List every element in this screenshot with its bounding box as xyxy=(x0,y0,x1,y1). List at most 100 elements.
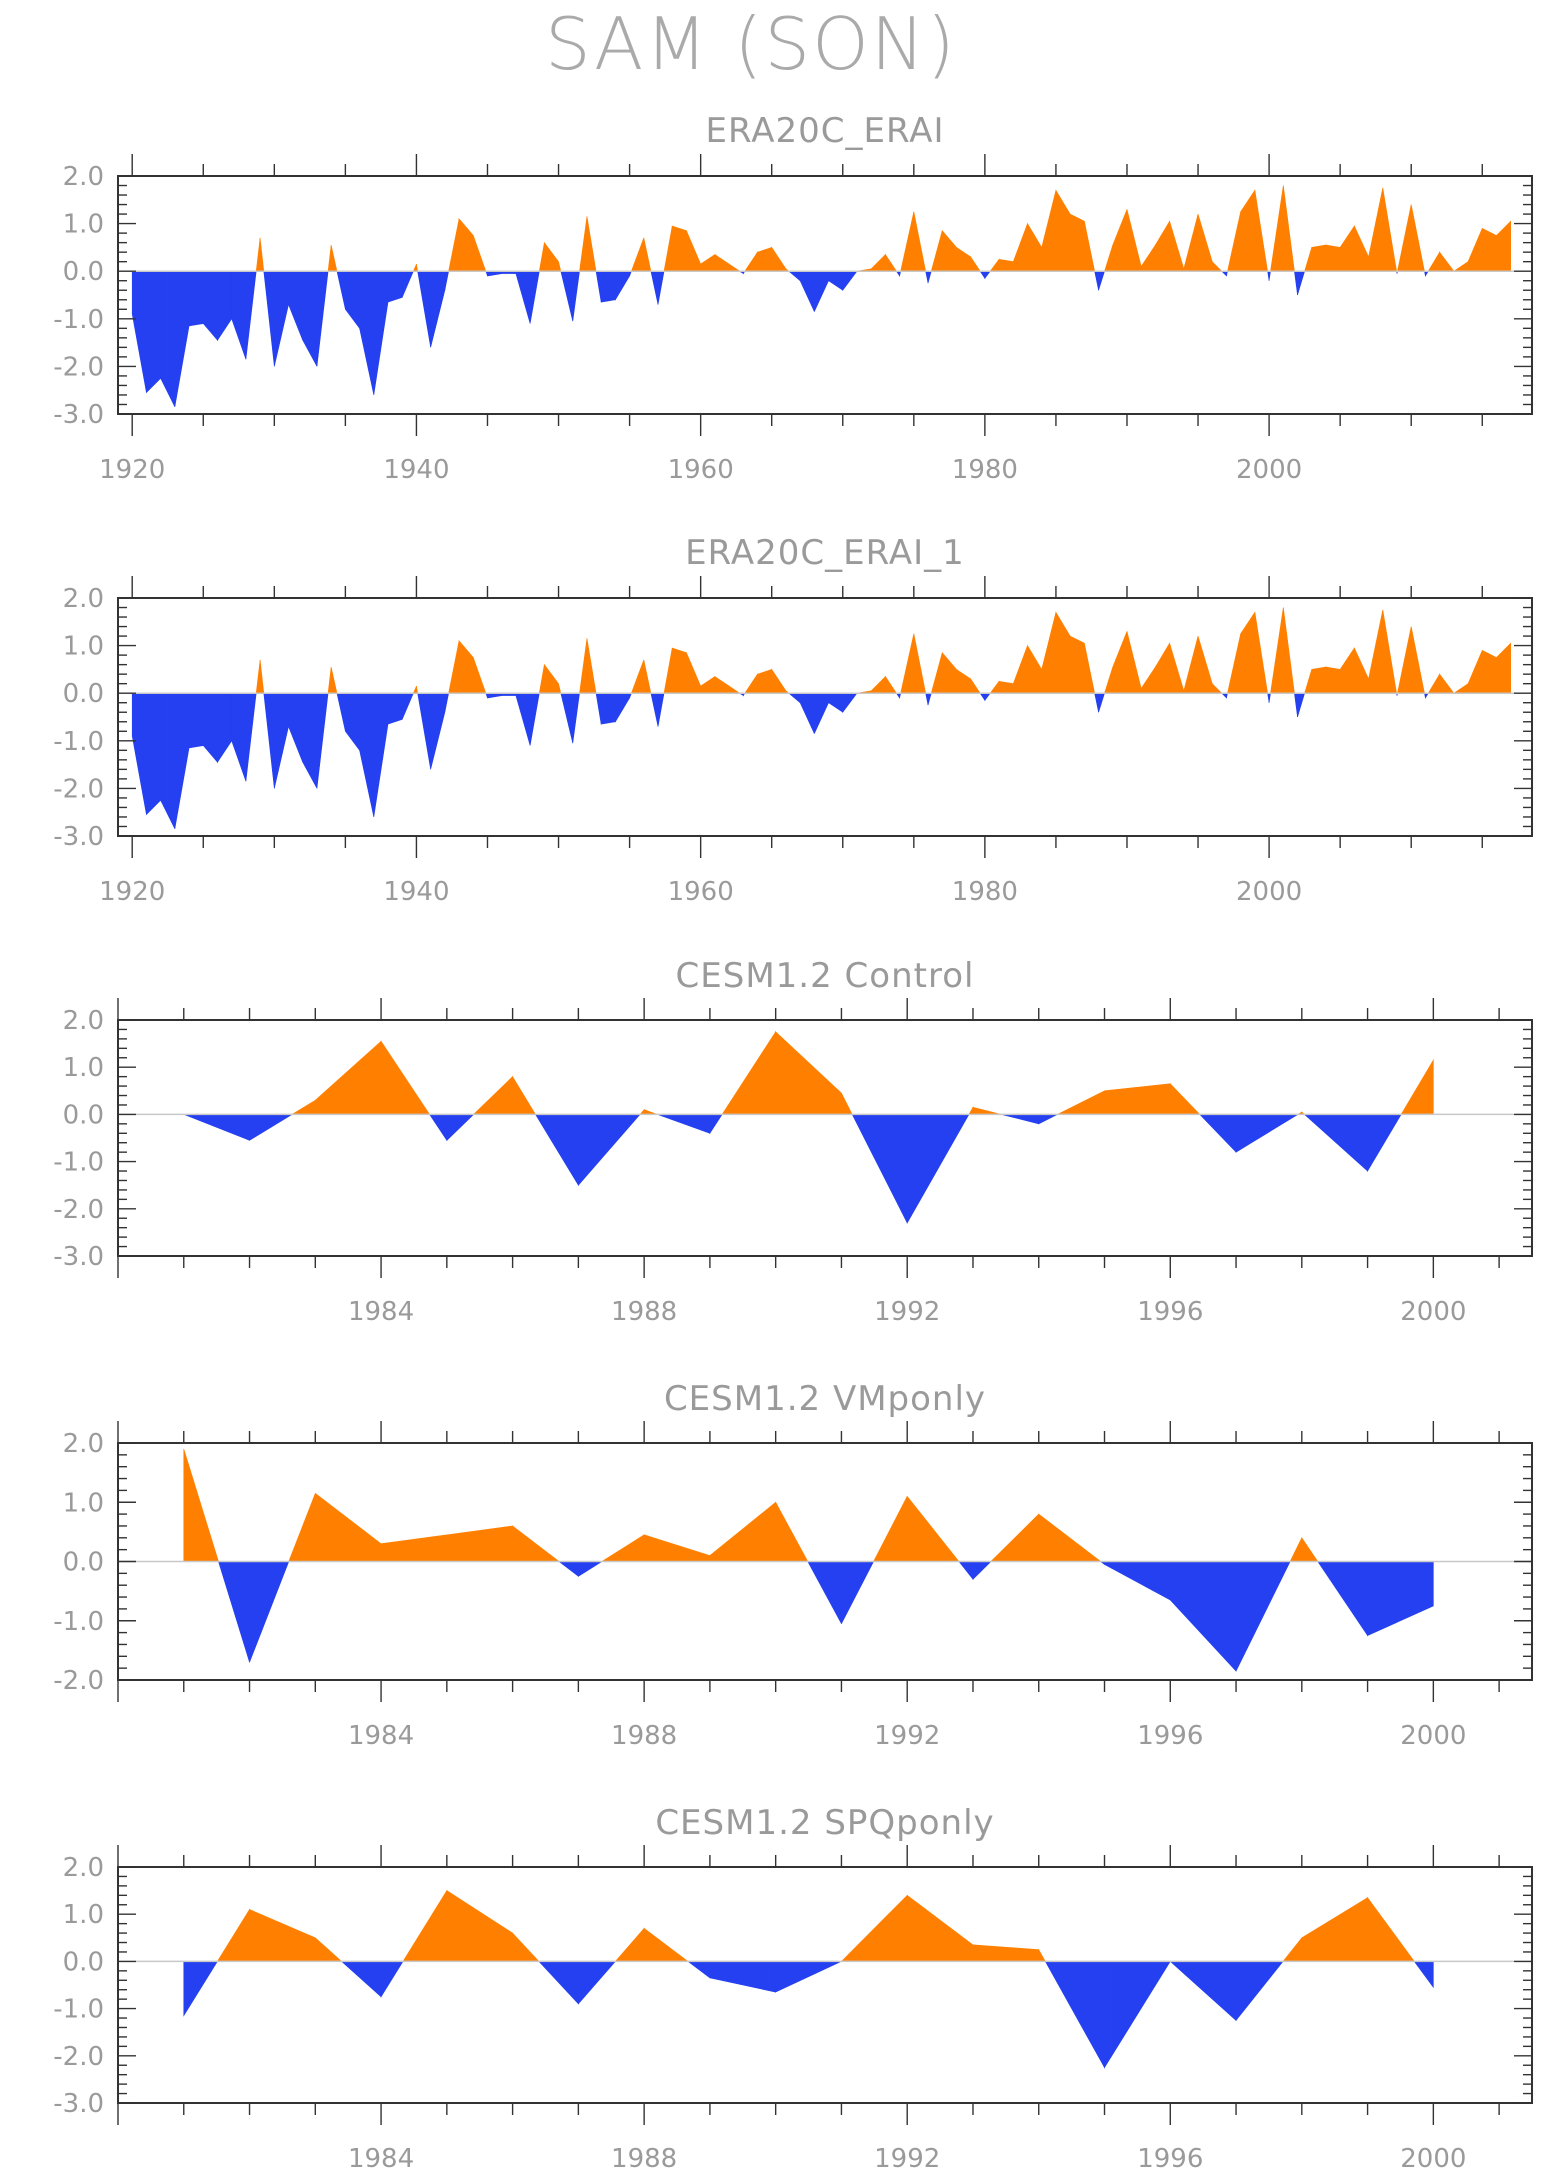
negative-area xyxy=(906,1114,970,1225)
negative-area xyxy=(417,692,431,770)
negative-area xyxy=(1038,1114,1058,1125)
positive-area xyxy=(1112,209,1128,272)
negative-area xyxy=(814,270,829,312)
positive-area xyxy=(990,1513,1040,1562)
positive-area xyxy=(1069,213,1085,272)
positive-area xyxy=(956,668,971,694)
y-tick-label: 2.0 xyxy=(63,1006,104,1036)
negative-area xyxy=(131,692,147,815)
positive-area xyxy=(600,1534,645,1562)
positive-area xyxy=(416,686,419,694)
positive-area xyxy=(930,652,943,694)
x-tick-label: 2000 xyxy=(1400,1297,1466,1327)
negative-area xyxy=(615,692,630,723)
positive-area xyxy=(840,1894,908,1962)
x-tick-label: 1988 xyxy=(611,1297,677,1327)
positive-area xyxy=(1240,611,1256,694)
positive-area xyxy=(1452,261,1469,272)
positive-area xyxy=(700,253,716,272)
negative-area xyxy=(249,1114,294,1141)
positive-area xyxy=(1301,1536,1319,1562)
plot-frame xyxy=(117,597,1533,837)
positive-area xyxy=(446,1890,513,1962)
positive-area xyxy=(1439,251,1455,272)
y-tick-label: 2.0 xyxy=(63,1853,104,1883)
positive-area xyxy=(1169,1082,1201,1115)
positive-area xyxy=(579,216,588,272)
positive-area xyxy=(1410,204,1425,272)
negative-area xyxy=(188,692,204,749)
positive-area xyxy=(998,680,1014,694)
positive-area xyxy=(1027,222,1043,272)
positive-area xyxy=(771,668,787,694)
negative-area xyxy=(316,692,329,789)
positive-area xyxy=(1057,1090,1105,1115)
negative-area xyxy=(1169,1961,1237,2022)
negative-area xyxy=(1297,270,1306,296)
x-tick-label: 1988 xyxy=(611,2144,677,2172)
positive-area xyxy=(900,633,915,694)
positive-area xyxy=(671,647,687,694)
positive-area xyxy=(1041,190,1057,272)
positive-area xyxy=(686,652,701,694)
positive-area xyxy=(714,253,730,272)
y-tick-label: 0.0 xyxy=(63,1100,104,1130)
positive-area xyxy=(757,246,773,272)
y-tick-label: -2.0 xyxy=(53,1666,104,1696)
chart-panel-2: ERA20C_ERAI_1 -3.0 -2.0 -1.0 0.0 1.0 2.0 1920 19… xyxy=(53,533,1533,907)
positive-area xyxy=(1084,221,1096,272)
positive-area xyxy=(630,659,645,694)
negative-area xyxy=(600,692,616,725)
positive-area xyxy=(1104,666,1114,694)
positive-area xyxy=(1368,187,1384,272)
positive-area xyxy=(1169,221,1185,272)
positive-area xyxy=(1467,228,1483,272)
negative-area xyxy=(218,1561,250,1663)
positive-area xyxy=(380,1534,448,1562)
negative-area xyxy=(183,1961,218,2017)
y-tick-label: 0.0 xyxy=(63,257,104,287)
positive-area xyxy=(472,235,487,272)
negative-area xyxy=(245,692,257,782)
x-tick-label: 1940 xyxy=(383,877,449,907)
negative-area xyxy=(709,1114,723,1135)
positive-area xyxy=(1439,673,1455,694)
negative-area xyxy=(146,692,161,816)
negative-area xyxy=(263,692,275,789)
positive-area xyxy=(446,1525,513,1562)
positive-area xyxy=(714,675,730,694)
positive-area xyxy=(579,638,588,694)
negative-area xyxy=(1104,1961,1171,2069)
negative-area xyxy=(600,270,616,303)
negative-area xyxy=(444,270,450,291)
positive-area xyxy=(472,657,487,694)
positive-area xyxy=(330,244,338,272)
negative-area xyxy=(160,692,176,829)
positive-area xyxy=(989,680,1000,694)
negative-area xyxy=(709,1961,776,1993)
positive-area xyxy=(1368,609,1384,694)
positive-area xyxy=(1211,682,1223,694)
positive-area xyxy=(771,246,787,272)
negative-area xyxy=(1297,692,1306,718)
positive-area xyxy=(1038,1948,1046,1962)
positive-area xyxy=(1055,189,1071,272)
negative-area xyxy=(979,692,986,702)
x-tick-label: 1980 xyxy=(952,455,1018,485)
positive-area xyxy=(1112,631,1128,694)
positive-area xyxy=(1304,247,1313,272)
positive-area xyxy=(1126,209,1142,272)
positive-area xyxy=(512,1932,540,1962)
positive-area xyxy=(402,1889,448,1962)
x-tick-label: 1996 xyxy=(1137,1721,1203,1751)
negative-area xyxy=(979,270,986,280)
positive-area xyxy=(1254,190,1268,272)
positive-area xyxy=(1339,224,1355,272)
negative-area xyxy=(1294,692,1298,718)
negative-area xyxy=(160,270,176,407)
positive-area xyxy=(1169,643,1185,694)
negative-area xyxy=(1268,692,1271,703)
negative-area xyxy=(958,1561,974,1581)
negative-area xyxy=(340,1961,382,1998)
